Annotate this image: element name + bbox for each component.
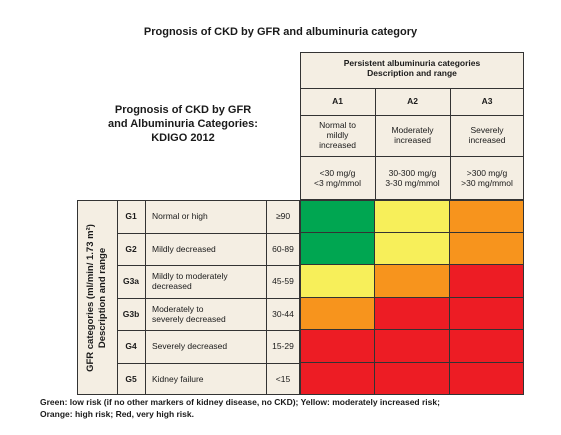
gfr-row-code: G5 [125, 373, 137, 384]
risk-cell-red [300, 362, 375, 395]
legend-line-1: Green: low risk (if no other markers of … [40, 397, 440, 407]
gfr-row-range: 15-29 [272, 341, 294, 352]
gfr-row-code: G3a [122, 276, 140, 287]
risk-cell-red [375, 330, 450, 363]
risk-cell-red [375, 297, 450, 330]
gfr-row-code: G3b [122, 308, 140, 319]
gfr-axis-label-line-1: GFR categories (ml/min/ 1.73 m²) [85, 223, 96, 372]
risk-cell-red [450, 265, 524, 298]
gfr-row-range: 60-89 [272, 243, 294, 254]
gfr-row-code: G1 [125, 211, 137, 222]
page-title: Prognosis of CKD by GFR and albuminuria … [143, 26, 418, 38]
col-a1-range: <30 mg/g <3 mg/mmol [314, 168, 361, 188]
col-a3-desc: Severely increased [468, 125, 506, 145]
gfr-axis-label-line-2: Description and range [97, 247, 108, 348]
left-title-line-3: KDIGO 2012 [151, 132, 215, 144]
gfr-row-desc: Mildly to moderately decreased [152, 271, 228, 292]
gfr-row-range: 45-59 [272, 276, 294, 287]
albuminuria-header: Persistent albuminuria categories Descri… [300, 58, 524, 78]
albuminuria-header-panel [300, 52, 524, 200]
risk-cell-green [300, 232, 375, 265]
gfr-row-range: ≥90 [275, 211, 291, 222]
risk-cell-orange [375, 265, 450, 298]
risk-cell-red [300, 330, 375, 363]
left-title: Prognosis of CKD by GFR and Albuminuria … [88, 103, 278, 145]
left-title-line-1: Prognosis of CKD by GFR [114, 104, 252, 116]
risk-cell-orange [300, 297, 375, 330]
gfr-row-code: G2 [125, 243, 137, 254]
risk-cell-red [375, 362, 450, 395]
risk-cell-orange [450, 232, 524, 265]
gfr-row-desc: Normal or high [152, 211, 208, 222]
albuminuria-header-line-1: Persistent albuminuria categories [343, 58, 481, 68]
risk-cell-orange [450, 200, 524, 233]
gfr-row-code: G4 [125, 341, 137, 352]
gfr-axis-label: GFR categories (ml/min/ 1.73 m²) Descrip… [77, 200, 117, 395]
risk-cell-green [300, 200, 375, 233]
gfr-row-range: 30-44 [272, 308, 294, 319]
risk-cell-yellow [375, 232, 450, 265]
col-a1-desc: Normal to mildly increased [319, 120, 356, 150]
risk-cell-yellow [300, 265, 375, 298]
col-a3-code: A3 [481, 96, 493, 106]
risk-cell-yellow [375, 200, 450, 233]
col-a2-range: 30-300 mg/g 3-30 mg/mmol [385, 168, 440, 188]
col-a2-code: A2 [407, 96, 418, 106]
col-a1-code: A1 [332, 96, 343, 106]
legend-line-2: Orange: high risk; Red, very high risk. [40, 409, 194, 419]
legend-footnote: Green: low risk (if no other markers of … [40, 396, 540, 420]
gfr-row-range: <15 [275, 373, 291, 384]
left-title-line-2: and Albuminuria Categories: [108, 118, 258, 130]
gfr-row-desc: Severely decreased [152, 341, 228, 352]
gfr-row-desc: Mildly decreased [152, 243, 216, 254]
risk-cell-red [450, 330, 524, 363]
col-a3-range: >300 mg/g >30 mg/mmol [461, 168, 513, 188]
gfr-row-desc: Moderately to severely decreased [152, 303, 226, 324]
gfr-row-desc: Kidney failure [152, 373, 204, 384]
col-a2-desc: Moderately increased [391, 125, 434, 145]
albuminuria-header-line-2: Description and range [367, 68, 457, 78]
